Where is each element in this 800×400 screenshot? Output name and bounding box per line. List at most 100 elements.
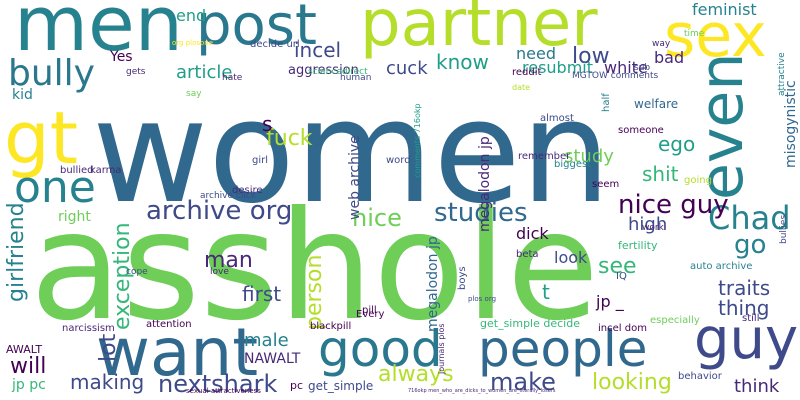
- cloud-word: incel: [294, 38, 342, 62]
- cloud-word: desire: [232, 185, 263, 196]
- cloud-word: jp pc: [12, 377, 46, 393]
- cloud-word: hate: [222, 73, 243, 83]
- cloud-word: attractive: [777, 52, 787, 96]
- cloud-word: web archive: [347, 135, 363, 220]
- cloud-word: look: [554, 248, 588, 267]
- cloud-word: lot: [96, 333, 121, 362]
- cloud-word: megalodon jp: [425, 236, 441, 332]
- cloud-word: bad: [654, 48, 685, 67]
- cloud-word: cope: [126, 267, 148, 277]
- cloud-word: white: [604, 58, 648, 77]
- cloud-word: think: [734, 376, 780, 397]
- cloud-word: girl: [252, 155, 269, 166]
- cloud-word: still: [742, 313, 760, 324]
- cloud-word: time: [684, 29, 705, 39]
- cloud-word: article: [176, 62, 233, 83]
- cloud-word: get_simple decide: [480, 317, 580, 330]
- cloud-word: boys: [457, 266, 468, 290]
- cloud-word: love: [210, 267, 229, 277]
- cloud-word: reddit: [512, 67, 542, 78]
- cloud-word: want: [96, 314, 259, 391]
- cloud-word: one: [14, 162, 96, 213]
- cloud-word: date: [512, 83, 531, 92]
- cloud-word: partner: [360, 0, 598, 61]
- cloud-word: nice: [352, 204, 402, 232]
- cloud-word: know: [436, 50, 489, 74]
- cloud-word: narcissism: [62, 323, 115, 334]
- cloud-word: cuck: [386, 58, 428, 79]
- cloud-word: see: [598, 254, 637, 279]
- cloud-word: will: [10, 354, 47, 379]
- cloud-word: bullies: [779, 214, 789, 244]
- cloud-word: end: [176, 6, 207, 25]
- cloud-word: going: [684, 175, 712, 186]
- cloud-word: decide url: [250, 39, 300, 50]
- cloud-word: women: [92, 70, 611, 235]
- cloud-word: beta: [516, 249, 539, 260]
- cloud-word: someone: [618, 125, 664, 136]
- cloud-word: s: [262, 112, 273, 136]
- cloud-word: remember: [518, 151, 571, 162]
- cloud-word: MGTOW comments: [572, 71, 659, 81]
- cloud-word: megalodon jp: [477, 136, 493, 232]
- cloud-word: biggest: [554, 159, 592, 170]
- cloud-word: karma: [90, 165, 122, 176]
- cloud-word: auto archive: [690, 261, 753, 272]
- cloud-word: archive org: [146, 196, 293, 226]
- cloud-word: sciencedirect: [308, 67, 368, 77]
- cloud-word: almost: [540, 113, 574, 124]
- cloud-word: kid: [12, 87, 33, 103]
- cloud-word: asshole: [30, 180, 600, 354]
- cloud-word: bully: [8, 53, 95, 94]
- cloud-word: people: [478, 320, 648, 378]
- cloud-word: t: [542, 280, 550, 304]
- cloud-word: 716okp men_who_are_dicks_to_women_are_li…: [408, 388, 556, 394]
- cloud-word: shit: [642, 162, 679, 186]
- cloud-word: archive click: [200, 191, 257, 201]
- cloud-word: welfare: [634, 97, 679, 111]
- cloud-word: incel dom: [598, 323, 647, 334]
- cloud-word: gets: [126, 67, 146, 77]
- cloud-word: org plosone: [172, 39, 214, 47]
- cloud-word: journals plos: [437, 323, 446, 374]
- cloud-word: low: [572, 44, 610, 69]
- cloud-word: nice guy: [618, 190, 729, 220]
- cloud-word: fertility: [618, 239, 658, 252]
- cloud-word: sex: [664, 1, 767, 71]
- cloud-word: right: [58, 209, 91, 225]
- cloud-word: thing: [718, 296, 770, 320]
- cloud-word: dick: [516, 224, 549, 243]
- cloud-word: looking: [592, 370, 672, 395]
- cloud-word: sexual attractiveness: [186, 387, 261, 395]
- cloud-word: always: [378, 362, 454, 387]
- cloud-word: studies: [434, 198, 528, 228]
- cloud-word: aggression: [288, 63, 359, 78]
- cloud-word: behavior: [678, 371, 722, 382]
- cloud-word: ego: [658, 132, 696, 156]
- cloud-word: need: [516, 44, 556, 63]
- cloud-word: Every: [356, 309, 385, 320]
- cloud-word: seem: [592, 179, 620, 190]
- cloud-word: first: [242, 282, 282, 306]
- cloud-word: Yes: [110, 49, 133, 65]
- cloud-word: person: [302, 254, 327, 330]
- cloud-word: blackpill: [310, 321, 352, 332]
- cloud-word: Chad: [708, 199, 791, 237]
- cloud-word: human: [340, 73, 372, 83]
- cloud-word: NAWALT: [244, 351, 301, 367]
- cloud-word: sub: [634, 63, 651, 73]
- cloud-word: nextshark: [158, 370, 278, 398]
- cloud-word: post: [196, 0, 317, 58]
- cloud-word: plos org: [468, 295, 497, 303]
- cloud-word: half: [601, 93, 612, 112]
- cloud-word: study: [564, 146, 614, 167]
- cloud-word: attention: [146, 319, 192, 330]
- cloud-word: way: [652, 39, 671, 49]
- cloud-word: word: [386, 155, 411, 166]
- cloud-word: say: [186, 89, 202, 99]
- cloud-word: girlfriend: [4, 202, 29, 302]
- cloud-word: traits: [718, 276, 771, 300]
- cloud-word: especially: [650, 315, 700, 326]
- cloud-word: fuck: [266, 126, 313, 151]
